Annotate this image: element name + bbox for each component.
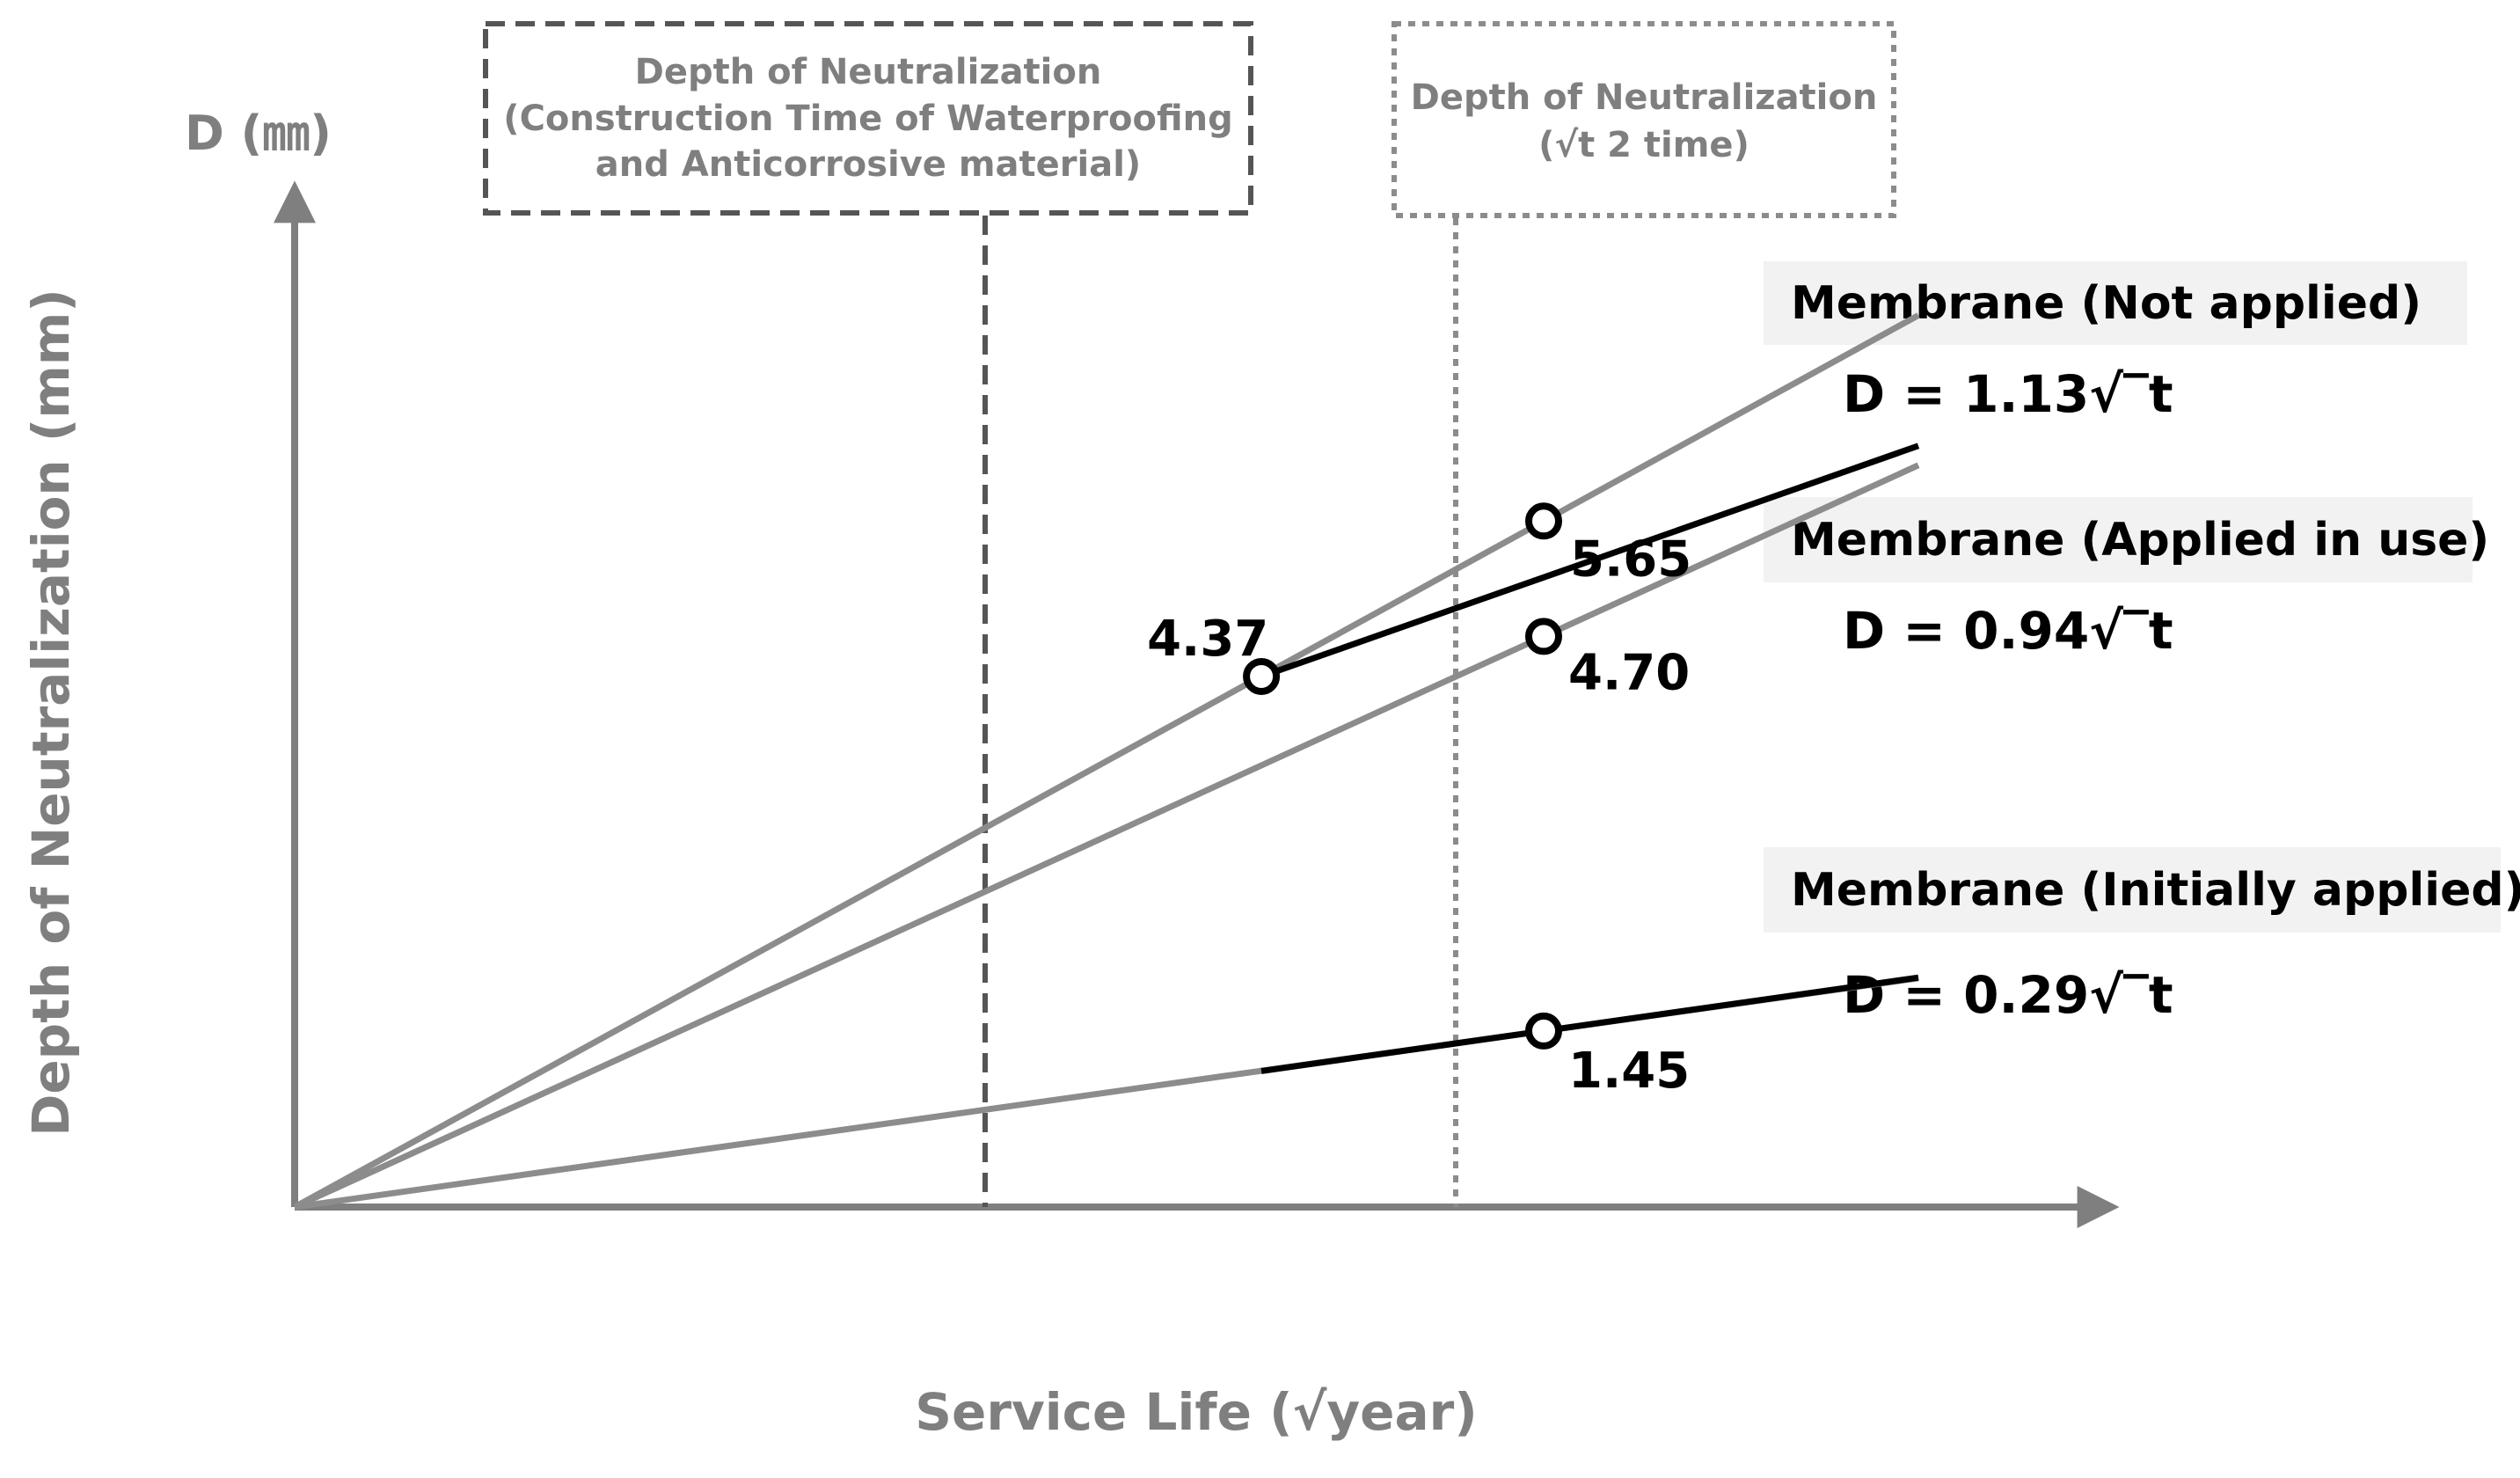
legend-label-not-applied: Membrane (Not applied) [1791, 277, 2421, 330]
annotation-box-construction [483, 21, 1253, 216]
legend-label-applied-in-use: Membrane (Applied in use) [1791, 514, 2489, 567]
model-line-not-applied [293, 312, 1920, 1211]
data-label-4-70: 4.70 [1568, 644, 1690, 701]
legend-equation-applied-in-use: D = 0.94√‾t [1843, 601, 2173, 661]
segment-line-initially-applied [1260, 974, 1919, 1074]
annotation-box-double-time-line-1: Depth of Neutralization [1411, 77, 1878, 118]
series-layer [293, 312, 1920, 1211]
data-label-1-45: 1.45 [1568, 1043, 1690, 1100]
legend-label-initially-applied: Membrane (Initially applied) [1791, 864, 2520, 917]
legend-bg-not-applied [1764, 261, 2467, 345]
legend-bg-initially-applied [1764, 847, 2501, 933]
data-label-4-37: 4.37 [1147, 611, 1268, 668]
y-unit-label: D (㎜) [185, 106, 332, 161]
y-axis-label: Depth of Neutralization (mm) [21, 289, 81, 1137]
legend-bg-applied-in-use [1764, 497, 2473, 582]
annotation-box-construction-line-1: Depth of Neutralization [635, 52, 1102, 92]
annotation-box-double-time [1391, 21, 1896, 218]
data-point-4-70 [1525, 618, 1562, 655]
legend-equation-initially-applied: D = 0.29√‾t [1843, 965, 2173, 1025]
data-point-4-37 [1243, 657, 1281, 695]
annotation-box-double-time-line-2: (√t 2 time) [1538, 125, 1749, 165]
data-point-5-65 [1525, 502, 1562, 540]
data-point-1-45 [1525, 1012, 1562, 1050]
points-layer: 4.37 5.65 4.70 1.45 [1147, 502, 1691, 1100]
segment-line-applied-in-use [1260, 443, 1920, 680]
annotation-box-construction-line-3: and Anticorrosive material) [595, 144, 1141, 185]
legend-equation-not-applied: D = 1.13√‾t [1843, 364, 2173, 424]
x-axis-label: Service Life (√year) [915, 1382, 1478, 1442]
annotation-box-construction-line-2: (Construction Time of Waterproofing [503, 99, 1232, 139]
data-label-5-65: 5.65 [1570, 530, 1691, 588]
model-line-applied-in-use [293, 462, 1920, 1211]
